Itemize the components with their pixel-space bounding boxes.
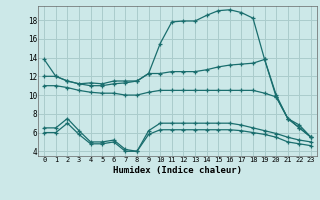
X-axis label: Humidex (Indice chaleur): Humidex (Indice chaleur) xyxy=(113,166,242,175)
